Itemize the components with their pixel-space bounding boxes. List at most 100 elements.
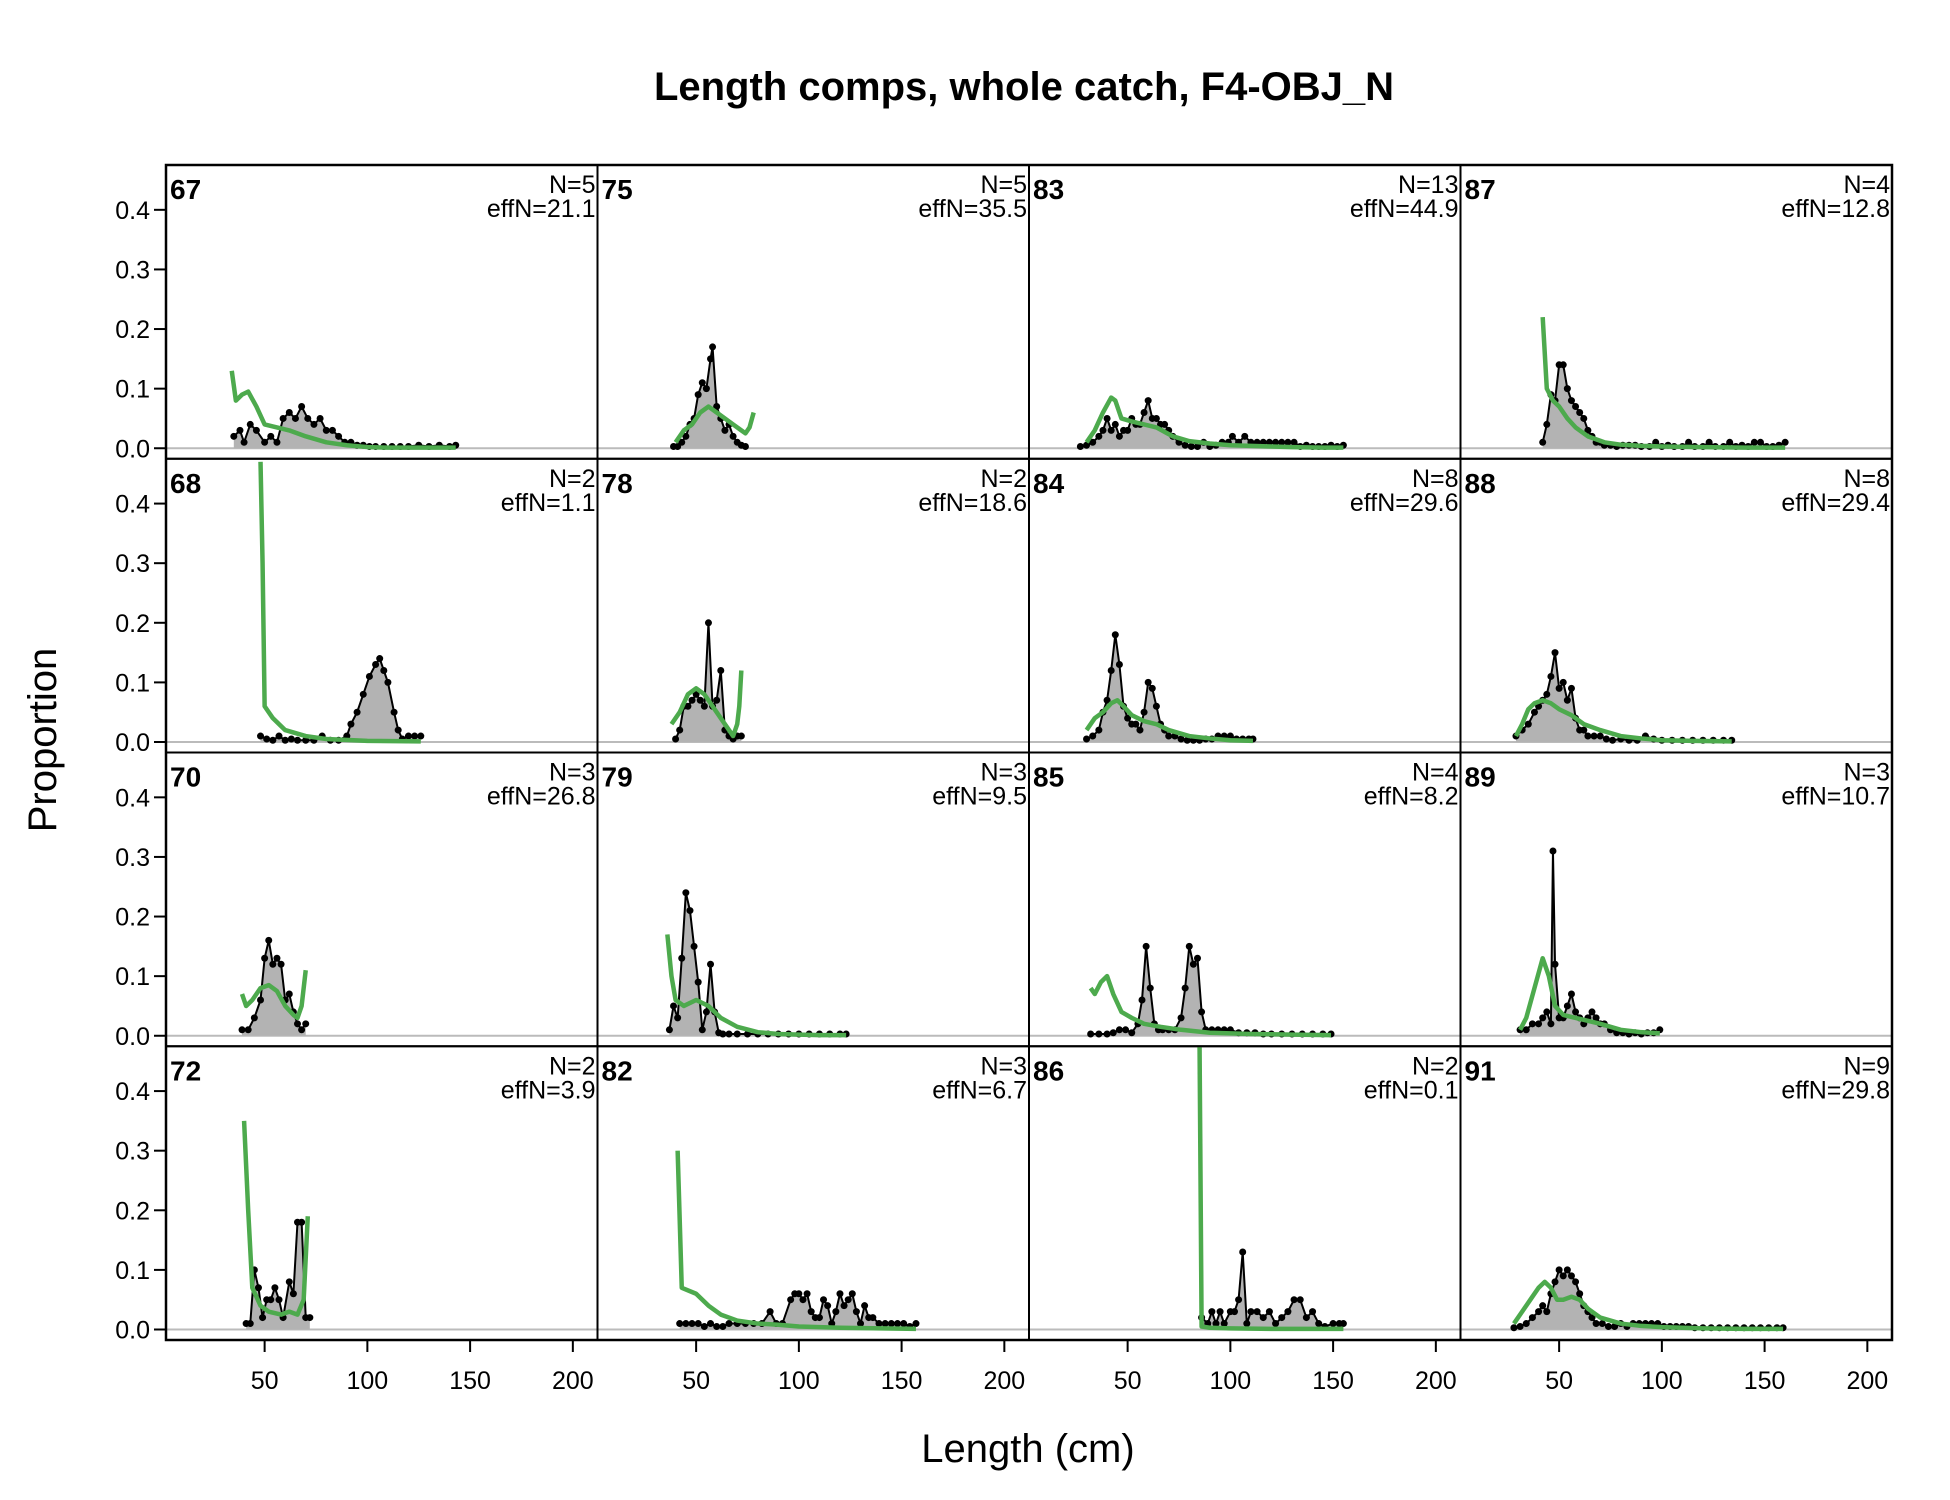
panel-effn-label: effN=3.9 [501, 1076, 596, 1104]
observed-point [741, 442, 749, 450]
observed-point [1265, 438, 1273, 446]
observed-line [1200, 1251, 1344, 1328]
observed-point [1567, 990, 1575, 998]
panel-n-label: N=8 [1412, 465, 1459, 493]
observed-point [1132, 720, 1140, 728]
panel-year-label: 70 [170, 762, 201, 793]
observed-point [1781, 438, 1789, 446]
observed-point [1138, 996, 1146, 1004]
observed-point [246, 420, 254, 428]
y-tick-label: 0.4 [115, 197, 150, 225]
observed-point [713, 1323, 721, 1331]
panel-n-label: N=3 [980, 759, 1027, 787]
observed-point [257, 732, 265, 740]
observed-point [1535, 1308, 1543, 1316]
observed-point [702, 1008, 710, 1016]
observed-point [1535, 1020, 1543, 1028]
observed-point [815, 1314, 823, 1322]
observed-point [254, 1284, 262, 1292]
observed-point [1095, 726, 1103, 734]
observed-point [261, 954, 269, 962]
observed-point [1590, 732, 1598, 740]
panel-effn-label: effN=18.6 [918, 489, 1027, 517]
chart-title: Length comps, whole catch, F4-OBJ_N [654, 65, 1394, 109]
observed-area [260, 658, 421, 743]
observed-point [1555, 1266, 1563, 1274]
x-tick-label: 100 [1641, 1367, 1683, 1395]
observed-point [684, 702, 692, 710]
observed-line [1520, 850, 1661, 1035]
observed-point [1095, 1030, 1103, 1038]
panel-year-label: 89 [1465, 762, 1496, 793]
observed-point [686, 907, 694, 915]
plot-frame: 0.0 0.1 0.2 0.3 0.4 0.0 0.1 0.2 0.3 0.4 0.0 0.1 0.2 0… [115, 163, 1894, 1395]
observed-point [273, 438, 281, 446]
observed-point [1559, 1272, 1567, 1280]
observed-point [719, 1323, 727, 1331]
observed-point [1198, 1008, 1206, 1016]
observed-point [803, 1290, 811, 1298]
observed-point [1592, 1320, 1600, 1328]
observed-point [704, 619, 712, 627]
panel-effn-label: effN=9.5 [932, 783, 1027, 811]
outer-border [164, 163, 1894, 1342]
observed-point [1576, 1290, 1584, 1298]
observed-point [1146, 984, 1154, 992]
y-tick-label: 0.0 [115, 435, 150, 463]
observed-point [1148, 684, 1156, 692]
observed-point [417, 732, 425, 740]
observed-point [269, 736, 277, 744]
y-tick-label: 0.3 [115, 844, 150, 872]
observed-point [1756, 438, 1764, 446]
observed-point [250, 1014, 258, 1022]
panel-n-label: N=2 [549, 1052, 596, 1080]
observed-area [1515, 652, 1732, 743]
panel-n-label: N=5 [549, 171, 596, 199]
panel-n-label: N=9 [1843, 1052, 1890, 1080]
observed-point [795, 1290, 803, 1298]
panel-effn-label: effN=29.6 [1350, 489, 1459, 517]
observed-point [1220, 1320, 1228, 1328]
observed-point [707, 960, 715, 968]
observed-point [1584, 426, 1592, 434]
observed-point [359, 690, 367, 698]
observed-point [799, 1296, 807, 1304]
observed-point [252, 426, 260, 434]
observed-point [1543, 1008, 1551, 1016]
observed-point [1592, 1014, 1600, 1022]
observed-point [1555, 684, 1563, 692]
observed-point [1598, 1320, 1606, 1328]
observed-point [1522, 1320, 1530, 1328]
panel-effn-label: effN=21.1 [487, 195, 596, 223]
x-tick-label: 200 [1415, 1367, 1457, 1395]
observed-point [404, 732, 412, 740]
observed-point [1290, 1296, 1298, 1304]
observed-point [844, 1296, 852, 1304]
expected-line [1513, 698, 1732, 744]
x-tick-label: 200 [983, 1367, 1025, 1395]
observed-point [1109, 1029, 1117, 1037]
panel-year-label: 84 [1033, 468, 1065, 499]
observed-point [725, 1030, 733, 1038]
observed-point [1580, 726, 1588, 734]
observed-point [665, 1026, 673, 1034]
panel-n-label: N=4 [1843, 171, 1890, 199]
observed-point [1265, 1308, 1273, 1316]
observed-point [1329, 1320, 1337, 1328]
panel-effn-label: effN=6.7 [932, 1076, 1027, 1104]
observed-point [1243, 1320, 1251, 1328]
observed-point [861, 1302, 869, 1310]
observed-point [1212, 1320, 1220, 1328]
observed-area [246, 1222, 310, 1330]
y-tick-label: 0.1 [115, 376, 150, 404]
y-tick-label: 0.1 [115, 1257, 150, 1285]
observed-point [717, 666, 725, 674]
expected-line [1084, 395, 1344, 450]
observed-point [1076, 442, 1084, 450]
y-tick-label: 0.4 [115, 784, 150, 812]
panel-effn-label: effN=10.7 [1781, 783, 1890, 811]
observed-point [1144, 397, 1152, 405]
observed-point [1185, 942, 1193, 950]
observed-point [390, 708, 398, 716]
